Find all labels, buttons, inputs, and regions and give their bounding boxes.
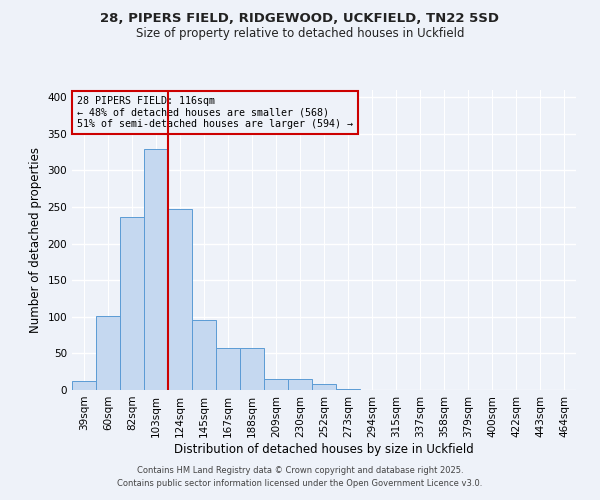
Text: Contains HM Land Registry data © Crown copyright and database right 2025.
Contai: Contains HM Land Registry data © Crown c… [118,466,482,487]
Bar [72,381,96,390]
Bar [312,384,336,390]
Bar [240,348,264,390]
X-axis label: Distribution of detached houses by size in Uckfield: Distribution of detached houses by size … [174,442,474,456]
Bar [264,379,288,390]
Bar [144,148,168,390]
Text: Size of property relative to detached houses in Uckfield: Size of property relative to detached ho… [136,28,464,40]
Bar [216,348,240,390]
Bar [288,379,312,390]
Bar [96,316,120,390]
Bar [168,208,192,390]
Text: 28 PIPERS FIELD: 116sqm
← 48% of detached houses are smaller (568)
51% of semi-d: 28 PIPERS FIELD: 116sqm ← 48% of detache… [77,96,353,129]
Y-axis label: Number of detached properties: Number of detached properties [29,147,42,333]
Bar [120,218,144,390]
Text: 28, PIPERS FIELD, RIDGEWOOD, UCKFIELD, TN22 5SD: 28, PIPERS FIELD, RIDGEWOOD, UCKFIELD, T… [101,12,499,26]
Bar [192,320,216,390]
